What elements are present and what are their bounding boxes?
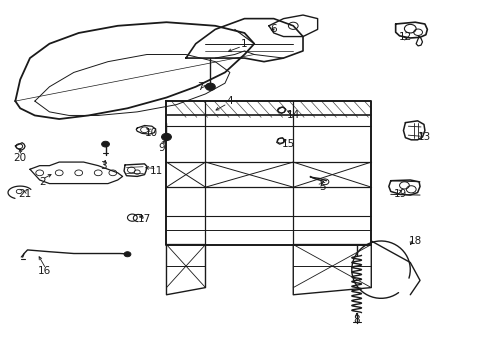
Text: 3: 3 [100,161,106,171]
Text: 18: 18 [407,236,421,246]
Text: 4: 4 [226,96,233,106]
Text: 9: 9 [158,143,164,153]
Text: 1: 1 [241,39,247,49]
Text: 5: 5 [319,182,325,192]
Text: 7: 7 [197,82,203,92]
Circle shape [124,252,131,257]
Text: 17: 17 [138,215,151,224]
Text: 10: 10 [145,129,158,138]
Circle shape [205,83,215,90]
Text: 11: 11 [150,166,163,176]
Text: 8: 8 [353,315,359,325]
Text: 20: 20 [14,153,27,163]
Text: 15: 15 [281,139,294,149]
Circle shape [102,141,109,147]
Text: 16: 16 [38,266,51,276]
Circle shape [161,134,171,140]
Text: 6: 6 [270,24,277,35]
Text: 19: 19 [393,189,407,199]
Text: 14: 14 [286,111,299,121]
Text: 21: 21 [19,189,32,199]
Text: 2: 2 [39,177,45,187]
Text: 12: 12 [398,32,411,41]
Text: 13: 13 [417,132,430,142]
